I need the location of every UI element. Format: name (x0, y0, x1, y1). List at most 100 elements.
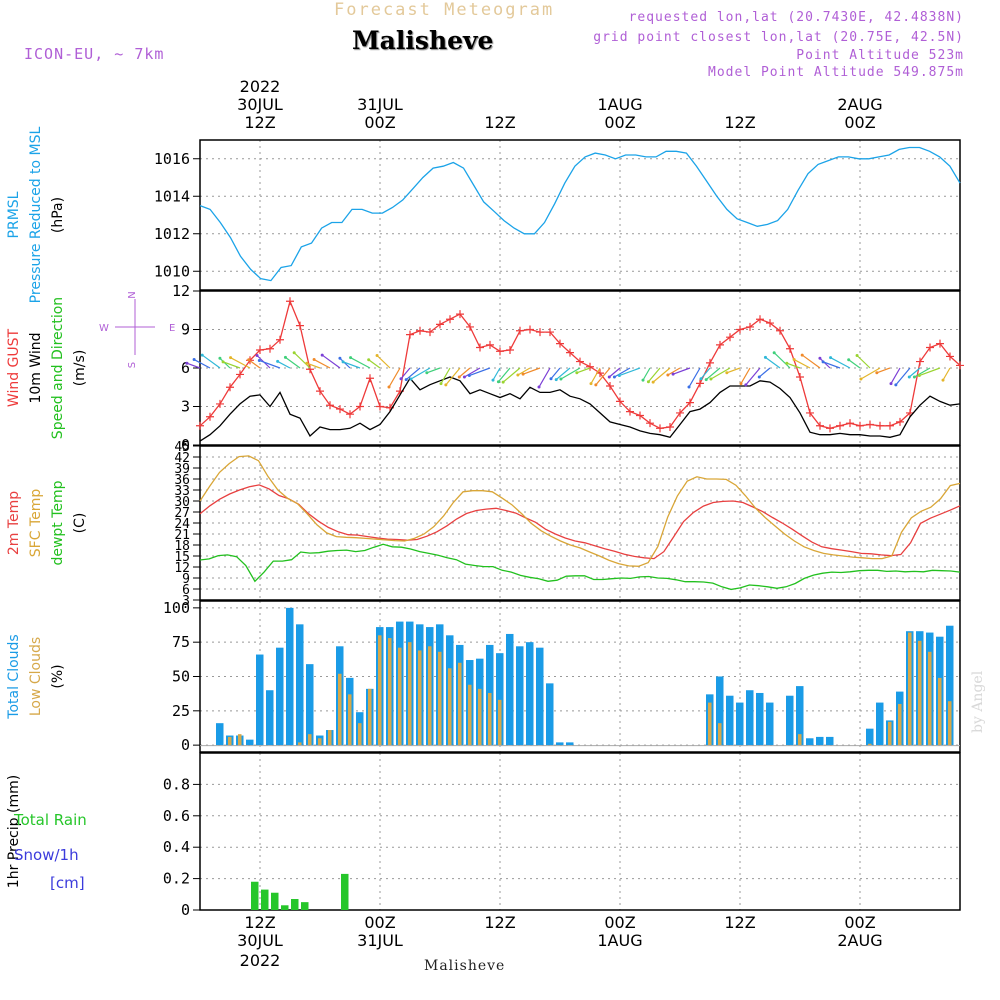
requested-coords: requested lon,lat (20.7430E, 42.4838N) (628, 10, 964, 25)
cloud-bar-total (756, 692, 764, 746)
wind-arrow-head (404, 378, 408, 382)
ytick-label-wind-4: 12 (172, 282, 190, 300)
cloud-bar-total (516, 646, 524, 746)
cloud-bar-total (786, 695, 794, 746)
gust-point (796, 372, 804, 381)
cloud-bar-low (368, 688, 372, 746)
wind-arrow-head (491, 378, 495, 382)
gust-point (436, 320, 444, 329)
wind-arrow-head (855, 353, 859, 357)
ytick-label-precip-1: 0.2 (163, 870, 190, 888)
wind-arrow (497, 367, 511, 383)
wind-arrow-head (501, 380, 505, 384)
cloud-bar-low (488, 692, 492, 746)
cloud-bar-total (806, 738, 814, 746)
wind-arrow-head (559, 377, 563, 381)
wind-arrow-head (594, 383, 598, 387)
cloud-bar-low (458, 662, 462, 746)
gust-point (216, 399, 224, 408)
bottom-axis-hour: 12Z (244, 913, 275, 932)
wind-arrow-head (367, 358, 371, 362)
cloud-bar-low (938, 677, 942, 746)
wind-arrow (248, 359, 261, 369)
ylabel-pressure-0: PRMSL (6, 191, 22, 238)
cloud-bar-low (908, 632, 912, 746)
ytick-label-pressure-0: 1010 (154, 262, 190, 280)
wind-arrow-head (305, 361, 309, 365)
gust-point (626, 407, 634, 416)
gust-point (756, 315, 764, 324)
cloud-bar-low (718, 723, 722, 746)
wind-arrow (555, 367, 571, 381)
panel-precip: 0 0.2 0.4 0.6 0.8 1hr Precip (mm)Total Rain Sn… (6, 752, 961, 919)
gust-point (346, 410, 354, 419)
gust-point (576, 357, 584, 366)
wind-arrow (647, 367, 661, 383)
gust-point (306, 365, 314, 374)
gust-point (926, 343, 934, 352)
wind-arrow (667, 367, 681, 376)
cloud-bar-total (266, 690, 274, 746)
ytick-label-temperature-3: 12 (174, 561, 190, 576)
wind-arrow (464, 367, 481, 378)
wind-arrow-head (462, 375, 466, 379)
wind-arrow (350, 357, 371, 369)
wind-arrow-head (276, 359, 280, 363)
gust-point (766, 319, 774, 328)
top-axis-hour: 12Z (244, 113, 275, 132)
series-line-temperature-sfc (199, 455, 961, 567)
cloud-bar-low (388, 638, 392, 746)
gust-point (836, 421, 844, 430)
gust-point (776, 326, 784, 335)
ylabel-clouds-2: (%) (50, 664, 66, 688)
cloud-bar-total (946, 625, 954, 746)
wind-arrow-head (537, 385, 541, 389)
wind-arrow-head (859, 377, 863, 381)
cloud-bar-low (438, 651, 442, 746)
gust-point (226, 383, 234, 392)
signature-mark: by Angel (970, 670, 986, 733)
cloud-bar-low (918, 640, 922, 746)
wind-arrow-head (292, 351, 296, 355)
ylabel-temperature-0: 2m Temp (6, 491, 22, 555)
wind-arrow-head (671, 372, 675, 376)
cloud-bar-low (798, 734, 802, 746)
panel-wind: 0 3 6 9 12 Wind GUST 10m Wind Speed and Directi… (6, 282, 964, 454)
wind-arrow-head (757, 375, 761, 379)
ytick-label-clouds-3: 75 (172, 633, 190, 651)
ylabel-temperature-3: (C) (72, 513, 88, 534)
ylabel-temperature-2: dewpt Temp (50, 480, 66, 565)
gust-point (266, 344, 274, 353)
model-altitude: Model Point Altitude 549.875m (708, 65, 964, 80)
wind-arrow-head (917, 374, 921, 378)
wind-arrow (222, 361, 241, 369)
gust-point (846, 419, 854, 428)
wind-arrow-head (312, 358, 316, 362)
footer-station: Malisheve (424, 958, 506, 974)
wind-arrow-head (439, 382, 443, 386)
panel-pressure: 1010 1012 1014 1016 PRMSL Pressure Reduced to… (6, 126, 961, 303)
cloud-bar-low (448, 668, 452, 746)
gust-point (876, 421, 884, 430)
ylabel-wind-2: Speed and Direction (50, 297, 66, 439)
cloud-bar-low (328, 730, 332, 746)
wind-arrow-head (666, 373, 670, 377)
wind-arrow (410, 367, 431, 380)
wind-arrow-head (607, 375, 611, 379)
cloud-bar-total (826, 736, 834, 746)
wind-arrow-head (829, 356, 833, 360)
ytick-label-precip-3: 0.6 (163, 807, 190, 825)
gust-point (896, 417, 904, 426)
wind-arrow-head (875, 371, 879, 375)
signature-text: by Angel (970, 670, 986, 733)
wind-arrow (376, 355, 391, 369)
gust-point (916, 357, 924, 366)
wind-arrow (895, 367, 911, 386)
ytick-label-wind-2: 6 (181, 359, 190, 377)
gust-point (826, 424, 834, 433)
wind-arrow (765, 356, 781, 369)
wind-arrow (914, 367, 931, 378)
gust-point (516, 326, 524, 335)
top-axis-date: 1AUG (597, 95, 642, 114)
wind-arrow-head (467, 374, 471, 378)
